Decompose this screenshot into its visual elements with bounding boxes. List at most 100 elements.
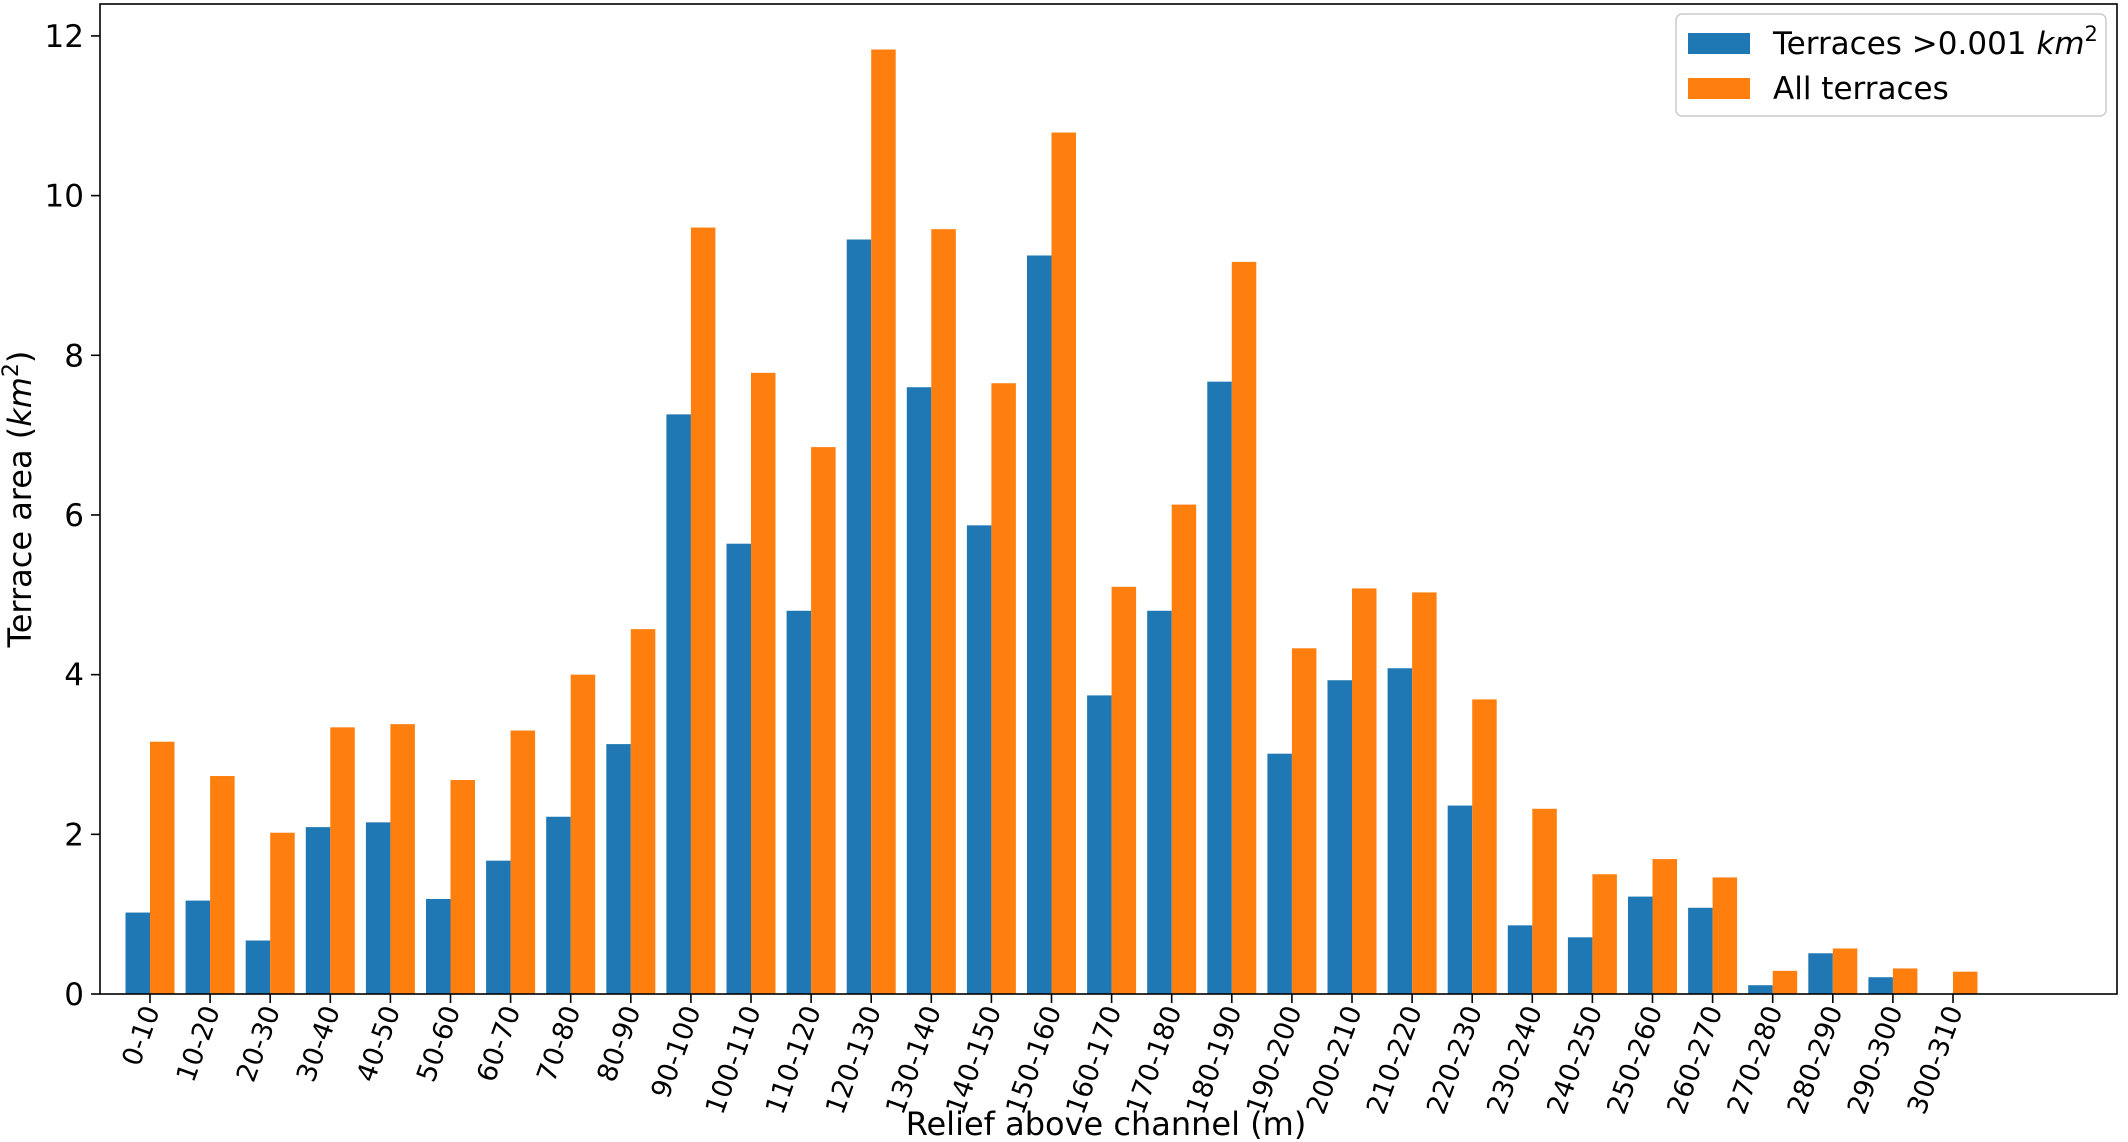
bar-all-terraces-130-140 xyxy=(931,229,956,994)
x-tick-label: 280-290 xyxy=(1782,1002,1850,1119)
bar-all-terraces-10-20 xyxy=(210,776,235,994)
bar-all-terraces-160-170 xyxy=(1111,586,1137,994)
x-tick-label: 80-90 xyxy=(591,1002,647,1086)
bar-terraces-gt-0001-90-100 xyxy=(666,414,691,994)
bar-all-terraces-40-50 xyxy=(390,724,415,994)
bar-terraces-gt-0001-100-110 xyxy=(726,543,751,994)
bar-terraces-gt-0001-40-50 xyxy=(365,822,391,994)
bar-all-terraces-200-210 xyxy=(1352,588,1377,994)
bar-terraces-gt-0001-0-10 xyxy=(125,912,150,994)
bar-terraces-gt-0001-30-40 xyxy=(305,827,331,994)
x-tick-label: 40-50 xyxy=(351,1002,407,1086)
bar-terraces-gt-0001-220-230 xyxy=(1447,805,1473,994)
bar-all-terraces-120-130 xyxy=(871,49,896,994)
bar-all-terraces-210-220 xyxy=(1412,592,1437,994)
legend-box xyxy=(1675,13,2107,117)
y-tick-label: 6 xyxy=(64,498,84,534)
bar-all-terraces-220-230 xyxy=(1472,699,1497,994)
x-tick-label: 30-40 xyxy=(291,1002,347,1086)
bar-all-terraces-90-100 xyxy=(690,227,716,995)
x-tick-label: 170-180 xyxy=(1121,1002,1189,1119)
bar-terraces-gt-0001-70-80 xyxy=(546,816,571,994)
legend: Terraces >0.001 km2 All terraces xyxy=(1675,13,2107,117)
x-tick-label: 100-110 xyxy=(700,1002,768,1119)
x-tick-label: 260-270 xyxy=(1661,1002,1729,1119)
bar-terraces-gt-0001-50-60 xyxy=(426,898,451,994)
x-tick-label: 200-210 xyxy=(1301,1002,1369,1119)
x-tick-label: 180-190 xyxy=(1181,1002,1249,1119)
legend-swatch-terraces-gt-0001 xyxy=(1688,33,1750,54)
bar-terraces-gt-0001-240-250 xyxy=(1567,937,1593,994)
bar-all-terraces-190-200 xyxy=(1291,648,1317,994)
x-tick-label: 270-280 xyxy=(1722,1002,1790,1119)
x-tick-label: 150-160 xyxy=(1000,1002,1068,1119)
y-tick-label: 12 xyxy=(45,19,84,55)
x-tick-label: 240-250 xyxy=(1541,1002,1609,1119)
x-tick-label: 190-200 xyxy=(1241,1002,1309,1119)
x-tick-label: 210-220 xyxy=(1361,1002,1429,1119)
x-tick-label: 230-240 xyxy=(1481,1002,1549,1119)
bar-terraces-gt-0001-280-290 xyxy=(1808,953,1833,994)
bar-all-terraces-60-70 xyxy=(510,730,536,994)
bars-layer xyxy=(125,49,1978,995)
bar-terraces-gt-0001-150-160 xyxy=(1027,255,1052,995)
x-axis-label: Relief above channel (m) xyxy=(906,1105,1307,1142)
legend-swatch-all-terraces xyxy=(1688,78,1750,99)
bar-terraces-gt-0001-250-260 xyxy=(1628,896,1653,994)
bar-terraces-gt-0001-160-170 xyxy=(1087,695,1112,994)
bar-terraces-gt-0001-290-300 xyxy=(1868,977,1893,994)
bar-all-terraces-150-160 xyxy=(1051,132,1076,995)
x-tick-label: 160-170 xyxy=(1060,1002,1128,1119)
x-tick-label: 290-300 xyxy=(1842,1002,1910,1119)
legend-label-unit: km xyxy=(2036,26,2084,62)
bar-terraces-gt-0001-140-150 xyxy=(966,525,992,994)
bar-all-terraces-100-110 xyxy=(751,372,776,995)
bar-all-terraces-20-30 xyxy=(270,832,295,994)
x-tick-label: 110-120 xyxy=(760,1002,828,1119)
bar-terraces-gt-0001-80-90 xyxy=(606,744,631,994)
bar-terraces-gt-0001-210-220 xyxy=(1387,668,1413,994)
x-tick-label: 120-130 xyxy=(820,1002,888,1119)
y-tick-label: 8 xyxy=(64,338,84,374)
plot-frame xyxy=(99,3,2118,995)
x-tick-label: 250-260 xyxy=(1601,1002,1669,1119)
x-tick-label: 20-30 xyxy=(231,1002,287,1086)
bar-terraces-gt-0001-230-240 xyxy=(1507,925,1533,994)
bar-terraces-gt-0001-20-30 xyxy=(245,940,271,994)
bar-terraces-gt-0001-170-180 xyxy=(1147,610,1172,994)
x-tick-label: 130-140 xyxy=(880,1002,948,1119)
bar-all-terraces-280-290 xyxy=(1832,948,1858,994)
bar-all-terraces-240-250 xyxy=(1592,874,1617,994)
bar-all-terraces-50-60 xyxy=(450,780,475,994)
y-axis-label-prefix: Terrace area ( xyxy=(1,427,39,649)
bar-all-terraces-270-280 xyxy=(1772,970,1798,994)
x-axis: 0-10 10-20 20-30 30-40 40-50 50-60 60-70 70-80 8… xyxy=(116,994,1970,1119)
legend-label-all-terraces: All terraces xyxy=(1773,71,1949,107)
bar-all-terraces-80-90 xyxy=(630,629,656,994)
x-tick-label: 10-20 xyxy=(171,1002,227,1086)
bar-terraces-gt-0001-200-210 xyxy=(1327,680,1352,994)
bar-terraces-gt-0001-10-20 xyxy=(185,900,211,994)
bar-all-terraces-30-40 xyxy=(330,727,355,994)
legend-label-sup: 2 xyxy=(2085,22,2098,46)
y-axis-label-suffix: ) xyxy=(1,351,39,363)
x-tick-label: 220-230 xyxy=(1421,1002,1489,1119)
bar-all-terraces-250-260 xyxy=(1652,859,1677,994)
bar-terraces-gt-0001-60-70 xyxy=(486,860,511,994)
bar-all-terraces-180-190 xyxy=(1231,261,1257,994)
bar-terraces-gt-0001-180-190 xyxy=(1207,381,1232,994)
y-tick-label: 10 xyxy=(45,179,84,215)
y-axis: 0 2 4 6 8 10 12 xyxy=(45,19,100,1013)
bar-all-terraces-260-270 xyxy=(1712,877,1738,994)
x-tick-label: 300-310 xyxy=(1902,1002,1970,1119)
bar-all-terraces-300-310 xyxy=(1953,971,1978,994)
y-tick-label: 0 xyxy=(64,977,84,1013)
bar-all-terraces-290-300 xyxy=(1892,968,1918,994)
x-tick-label: 60-70 xyxy=(471,1002,527,1086)
bar-terraces-gt-0001-120-130 xyxy=(846,239,872,994)
legend-label-prefix: Terraces >0.001 xyxy=(1772,26,2036,62)
x-tick-label: 0-10 xyxy=(116,1002,166,1070)
y-axis-label: Terrace area (km2) xyxy=(0,351,39,649)
y-tick-label: 4 xyxy=(64,658,84,694)
bar-terraces-gt-0001-190-200 xyxy=(1267,753,1292,994)
